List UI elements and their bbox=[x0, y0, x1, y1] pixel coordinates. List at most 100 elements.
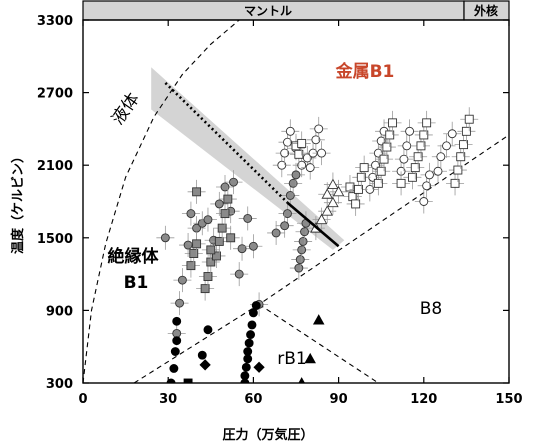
data-point-gray-square bbox=[210, 229, 229, 254]
x-tick-label: 60 bbox=[244, 392, 262, 407]
band-outer-core-label: 外核 bbox=[474, 3, 498, 18]
data-point-white-circle bbox=[431, 144, 450, 169]
data-point-gray-circle bbox=[170, 291, 189, 316]
data-point-white-square bbox=[417, 110, 436, 135]
data-point-white-square bbox=[448, 158, 467, 183]
data-point-black-diamond bbox=[253, 361, 265, 373]
y-tick-label: 2100 bbox=[37, 159, 73, 174]
data-point-black-circle bbox=[169, 364, 179, 373]
data-point-gray-circle bbox=[289, 256, 308, 281]
y-tick-label: 1500 bbox=[37, 232, 73, 247]
data-point-gray-circle bbox=[267, 220, 286, 245]
data-point-gray-circle bbox=[230, 262, 249, 287]
data-point-white-circle bbox=[312, 141, 331, 166]
region-metal-b1-label: 金属B1 bbox=[335, 61, 395, 82]
data-point-black-circle bbox=[240, 371, 250, 381]
data-point-black-circle bbox=[246, 330, 256, 340]
band-mantle-label: マントル bbox=[244, 4, 292, 18]
melting-curve-dotted bbox=[164, 81, 289, 204]
data-point-gray-circle bbox=[179, 233, 198, 258]
data-points bbox=[156, 107, 479, 383]
y-axis: 300 900 1500 2100 2700 3300 bbox=[37, 14, 509, 392]
data-point-gray-square bbox=[218, 187, 237, 212]
data-point-white-square bbox=[446, 171, 465, 196]
rb1-b8-boundary bbox=[258, 303, 379, 383]
y-tick-label: 300 bbox=[46, 377, 73, 392]
x-tick-label: 30 bbox=[159, 392, 177, 407]
region-insulator-b1-line1: 絶縁体 bbox=[108, 246, 160, 267]
x-axis: 0 30 60 90 120 150 bbox=[78, 20, 523, 407]
data-point-white-circle bbox=[394, 147, 413, 172]
data-point-gray-circle bbox=[278, 201, 297, 226]
data-point-white-circle bbox=[281, 119, 300, 144]
data-point-white-square bbox=[383, 110, 402, 135]
x-tick-label: 90 bbox=[330, 392, 348, 407]
data-point-black-triangle bbox=[298, 377, 305, 383]
data-point-black-square bbox=[183, 378, 193, 383]
data-point-gray-circle bbox=[233, 236, 252, 261]
region-rb1-label: rB1 bbox=[277, 349, 306, 369]
data-point-gray-square bbox=[201, 237, 220, 262]
data-point-white-square bbox=[346, 191, 365, 216]
y-tick-label: 900 bbox=[46, 304, 73, 319]
plot-area bbox=[83, 20, 509, 383]
data-point-white-triangle bbox=[318, 182, 337, 207]
data-point-black-circle bbox=[172, 316, 182, 326]
data-point-white-circle bbox=[400, 119, 419, 144]
data-point-black-circle bbox=[247, 320, 257, 330]
data-point-black-circle bbox=[243, 354, 253, 364]
liquidus-curve bbox=[83, 20, 240, 383]
data-point-gray-square bbox=[187, 231, 206, 256]
data-point-gray-circle bbox=[181, 201, 200, 226]
data-point-gray-circle bbox=[224, 170, 243, 195]
top-band: マントル 外核 bbox=[82, 0, 510, 21]
data-point-black-circle bbox=[244, 338, 254, 348]
data-point-white-circle bbox=[275, 141, 294, 166]
data-point-white-circle bbox=[397, 133, 416, 158]
data-point-white-circle bbox=[309, 116, 328, 141]
data-point-gray-circle bbox=[216, 174, 234, 199]
data-point-gray-circle bbox=[244, 234, 263, 259]
data-point-gray-circle bbox=[238, 206, 257, 231]
data-point-white-square bbox=[457, 119, 476, 144]
melting-uncertainty-band bbox=[151, 67, 345, 250]
data-point-white-circle bbox=[429, 159, 447, 184]
data-point-gray-circle bbox=[291, 247, 310, 272]
data-point-black-circle bbox=[240, 378, 250, 383]
data-point-white-circle bbox=[414, 189, 433, 214]
melting-curve-solid bbox=[286, 201, 340, 248]
region-b8-label: B8 bbox=[420, 299, 442, 319]
region-insulator-b1-line2: B1 bbox=[124, 273, 149, 293]
data-point-black-circle bbox=[243, 347, 253, 356]
x-tick-label: 150 bbox=[495, 392, 522, 407]
data-point-white-triangle bbox=[329, 179, 348, 204]
data-point-white-square bbox=[460, 107, 479, 132]
data-point-black-triangle bbox=[304, 352, 316, 364]
data-point-gray-circle bbox=[156, 225, 175, 250]
data-point-white-circle bbox=[301, 155, 320, 180]
data-point-gray-square bbox=[216, 201, 234, 226]
data-point-gray-square bbox=[187, 179, 206, 204]
plot-frame bbox=[82, 19, 510, 384]
data-point-gray-circle bbox=[296, 211, 315, 236]
data-point-black-diamond bbox=[199, 359, 211, 371]
data-point-gray-circle bbox=[173, 268, 192, 293]
data-point-gray-circle bbox=[275, 213, 294, 238]
data-point-white-circle bbox=[437, 133, 456, 158]
data-point-black-circle bbox=[166, 378, 176, 383]
x-tick-label: 0 bbox=[78, 392, 87, 407]
y-tick-label: 2700 bbox=[37, 87, 73, 102]
data-point-gray-circle bbox=[287, 162, 305, 187]
data-point-black-circle bbox=[197, 350, 207, 360]
data-point-black-circle bbox=[241, 362, 251, 372]
data-point-white-circle bbox=[292, 153, 311, 178]
data-point-white-circle bbox=[306, 127, 325, 152]
data-point-white-square bbox=[355, 155, 374, 180]
data-point-black-triangle bbox=[312, 314, 325, 325]
data-point-white-square bbox=[454, 132, 473, 157]
data-point-black-circle bbox=[203, 325, 213, 335]
y-tick-label: 3300 bbox=[37, 14, 73, 29]
data-point-black-circle bbox=[170, 347, 180, 356]
region-insulator-b1-label: 絶縁体 B1 bbox=[108, 246, 165, 293]
data-point-white-square bbox=[392, 171, 411, 196]
